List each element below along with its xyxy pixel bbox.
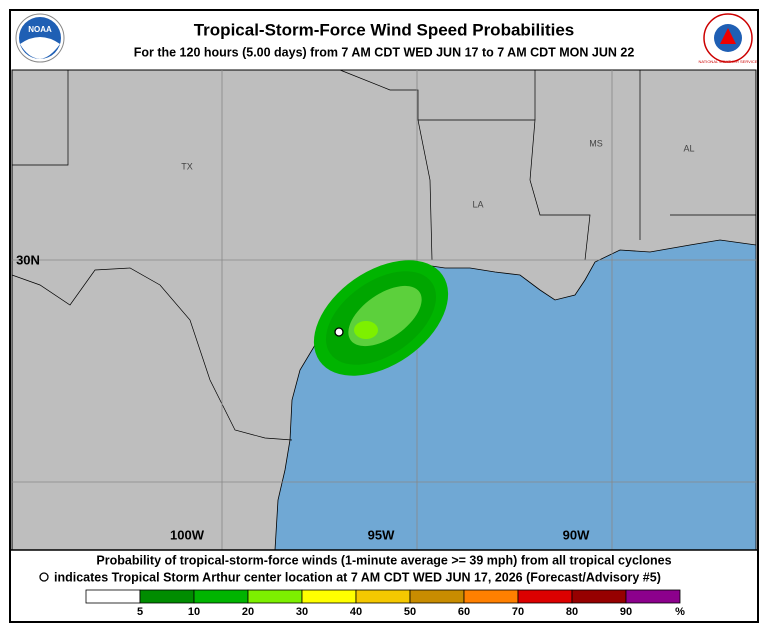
logo-text: NATIONAL WEATHER SERVICE [699,59,758,64]
storm-center [334,327,344,337]
legend-label: % [675,606,685,618]
legend-swatch [463,589,519,604]
legend-swatch [85,589,141,604]
legend-label: 30 [296,606,308,618]
borders [11,69,756,441]
legend-swatch [139,589,195,604]
grid-label: 90W [563,527,590,542]
legend-label: 40 [350,606,362,618]
grid-label: 100W [170,527,205,542]
legend-swatch [355,589,411,604]
legend-label: 10 [188,606,200,618]
grid-label: 30N [16,252,40,267]
legend-label: 80 [566,606,578,618]
nws-logo: NATIONAL WEATHER SERVICE [699,13,758,64]
state-label: AL [683,143,694,153]
legend-swatch [301,589,357,604]
legend: 5 10 20 30 40 50 60 70 80 90% [85,589,685,618]
title: Tropical-Storm-Force Wind Speed Probabil… [194,20,575,39]
state-label: LA [472,199,483,209]
legend-label: 60 [458,606,470,618]
legend-label: 50 [404,606,416,618]
center-symbol [39,572,49,582]
noaa-logo: NOAA [15,13,65,63]
legend-label: 5 [137,606,143,618]
state-label: MS [589,138,603,148]
footer-line1: Probability of tropical-storm-force wind… [96,553,671,567]
legend-swatch [247,589,303,604]
legend-swatch [625,589,681,604]
legend-label: 70 [512,606,524,618]
legend-label: 90 [620,606,632,618]
logo-text: NOAA [28,25,52,34]
state-label: TX [181,161,193,171]
legend-swatch [571,589,627,604]
legend-swatch [409,589,465,604]
grid-label: 95W [368,527,395,542]
probability-area [313,260,449,376]
legend-swatch [193,589,249,604]
legend-label: 20 [242,606,254,618]
legend-swatch [517,589,573,604]
subtitle: For the 120 hours (5.00 days) from 7 AM … [134,45,635,59]
footer-line2: indicates Tropical Storm Arthur center l… [54,570,661,584]
map: TX LA MS AL 30N 100W 95W 90W [11,69,757,551]
